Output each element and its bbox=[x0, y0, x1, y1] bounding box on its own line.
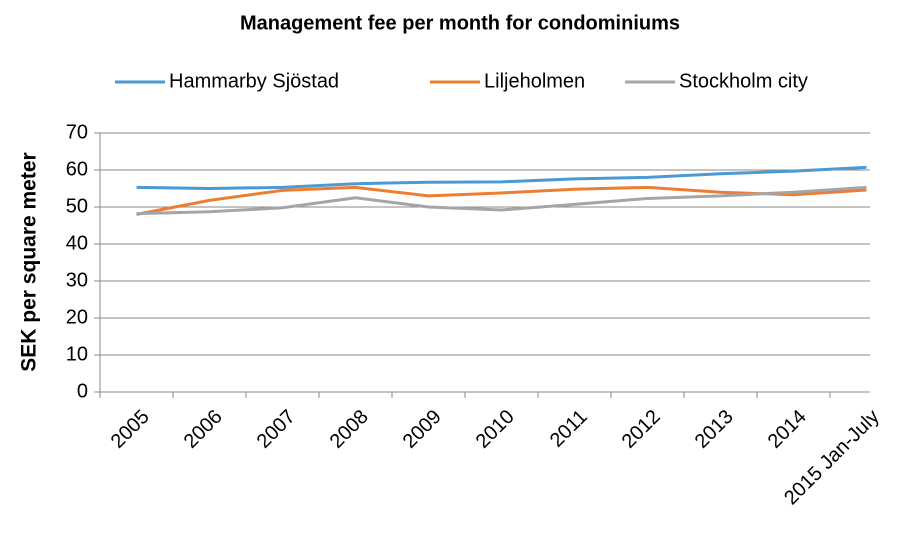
y-axis-label: SEK per square meter bbox=[18, 152, 41, 371]
x-tick-label: 2010 bbox=[472, 406, 519, 453]
legend-label: Liljeholmen bbox=[484, 70, 585, 92]
series-line bbox=[136, 185, 867, 216]
y-tick-label: 70 bbox=[66, 121, 88, 143]
x-tick-label: 2005 bbox=[107, 406, 154, 453]
series-line bbox=[136, 165, 867, 191]
y-tick-label: 0 bbox=[77, 380, 88, 402]
x-tick-label: 2007 bbox=[253, 406, 300, 453]
x-tick-label: 2014 bbox=[764, 406, 811, 453]
y-tick-label: 60 bbox=[66, 158, 88, 180]
series-line bbox=[136, 185, 867, 216]
x-tick-label: 2013 bbox=[691, 406, 738, 453]
x-tick-label: 2011 bbox=[546, 406, 592, 452]
y-tick-label: 20 bbox=[66, 306, 88, 328]
x-tick-label: 2006 bbox=[180, 406, 227, 453]
y-tick-label: 40 bbox=[66, 232, 88, 254]
x-tick-label: 2008 bbox=[326, 406, 373, 453]
y-tick-label: 50 bbox=[66, 195, 88, 217]
y-tick-label: 30 bbox=[66, 269, 88, 291]
x-tick-label: 2012 bbox=[618, 406, 665, 453]
chart-title: Management fee per month for condominium… bbox=[240, 12, 680, 34]
x-tick-label: 2009 bbox=[399, 406, 446, 453]
legend-label: Stockholm city bbox=[679, 70, 808, 92]
legend-label: Hammarby Sjöstad bbox=[169, 70, 339, 92]
y-tick-label: 10 bbox=[66, 343, 88, 365]
